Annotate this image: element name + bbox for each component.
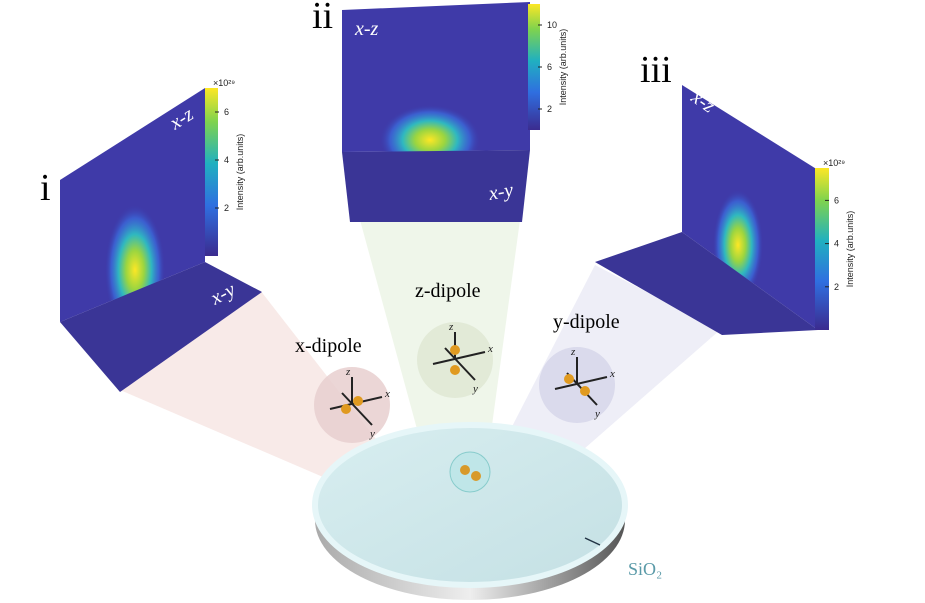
colorbar-tick-label: 2 xyxy=(834,282,839,292)
panel-label: i xyxy=(40,167,51,209)
plane-label: x-z xyxy=(354,18,379,40)
dipole-charge xyxy=(564,374,574,384)
axis-label: z xyxy=(448,321,454,333)
colorbar xyxy=(528,4,540,130)
axis-label: y xyxy=(594,408,600,420)
colorbar-title: Intensity (arb.units) xyxy=(845,211,855,288)
axis-label: z xyxy=(570,346,576,358)
colorbar-title: Intensity (arb.units) xyxy=(558,29,568,106)
colorbar-tick-label: 10 xyxy=(547,20,557,30)
dipole-label: z-dipole xyxy=(415,280,481,302)
particle xyxy=(449,451,491,493)
colorbar-tick-label: 6 xyxy=(547,62,552,72)
axis-label: x xyxy=(487,343,493,355)
dipole-label: x-dipole xyxy=(295,335,362,357)
panel-label: ii xyxy=(312,0,333,37)
colorbar-title: Intensity (arb.units) xyxy=(235,134,245,211)
pointer xyxy=(584,537,601,546)
colorbar-tick-label: 4 xyxy=(834,239,839,249)
particle-core xyxy=(460,465,470,475)
plane-xz xyxy=(60,88,205,322)
colorbar-tick-label: 6 xyxy=(834,195,839,205)
panel-label: iii xyxy=(640,49,672,91)
plane-xy xyxy=(342,150,530,222)
axis xyxy=(341,392,373,426)
plane-xz xyxy=(342,2,530,152)
particle-core xyxy=(471,471,481,481)
axis xyxy=(432,351,486,365)
colorbar xyxy=(205,88,218,256)
dipole-charge xyxy=(580,386,590,396)
colorbar-tick-label: 4 xyxy=(224,155,229,165)
colorbar-exponent: ×10²⁹ xyxy=(213,78,235,88)
dipole-charge xyxy=(341,404,351,414)
colorbar-exponent: ×10²⁹ xyxy=(823,158,845,168)
axis xyxy=(444,347,476,381)
dipole-charge xyxy=(450,365,460,375)
axis-label: y xyxy=(369,428,375,440)
axis-label: z xyxy=(345,366,351,378)
dipole-label: y-dipole xyxy=(553,311,620,333)
colorbar xyxy=(815,168,829,330)
axis xyxy=(554,376,608,390)
axis-label: y xyxy=(472,383,478,395)
dipole-charge xyxy=(353,396,363,406)
plane-xy xyxy=(595,232,818,335)
dipole-charge xyxy=(450,345,460,355)
plane-label: x-y xyxy=(486,179,515,205)
plane-xy xyxy=(60,262,262,392)
axis-label: x xyxy=(609,368,615,380)
disc xyxy=(312,422,628,588)
substrate-label: SiO₂ xyxy=(628,559,662,579)
colorbar-tick-label: 2 xyxy=(547,104,552,114)
colorbar-tick-label: 6 xyxy=(224,107,229,117)
axis-label: x xyxy=(384,388,390,400)
colorbar-tick-label: 2 xyxy=(224,203,229,213)
